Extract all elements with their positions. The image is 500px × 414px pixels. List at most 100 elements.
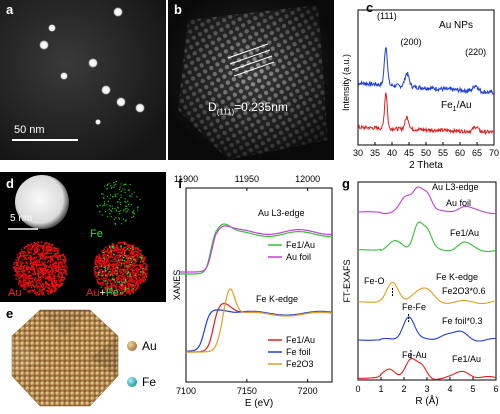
map-pixel <box>126 255 129 257</box>
map-pixel <box>45 271 47 273</box>
map-pixel <box>40 241 43 243</box>
map-pixel <box>103 197 105 199</box>
map-pixel <box>102 193 104 195</box>
peak-label: (200) <box>400 37 421 47</box>
map-pixel <box>39 254 41 256</box>
map-pixel <box>112 256 114 258</box>
map-pixel <box>27 263 29 265</box>
map-pixel <box>27 268 29 271</box>
map-pixel <box>107 249 109 252</box>
map-pixel <box>52 282 54 284</box>
map-pixel <box>106 264 108 267</box>
map-pixel <box>42 283 44 286</box>
map-pixel <box>101 251 104 254</box>
map-pixel <box>132 269 135 271</box>
map-pixel <box>128 203 130 205</box>
map-pixel <box>55 253 57 256</box>
map-pixel <box>32 245 34 247</box>
map-pixel <box>143 260 145 263</box>
map-pixel <box>119 218 121 220</box>
map-pixel <box>35 265 38 267</box>
map-pixel <box>65 269 67 271</box>
map-pixel <box>120 183 122 185</box>
map-pixel <box>21 248 23 251</box>
map-pixel <box>40 291 42 293</box>
map-pixel <box>40 270 42 272</box>
map-pixel <box>135 268 138 271</box>
peak-label: (220) <box>465 47 486 57</box>
map-pixel <box>47 256 49 258</box>
map-pixel <box>117 249 119 251</box>
map-pixel <box>110 250 112 252</box>
map-pixel <box>33 249 36 251</box>
map-pixel <box>137 271 139 273</box>
panel-c: c 30 35 40 45 50 55 60 65 70 2 Theta Intensity (a.… <box>336 0 500 171</box>
map-pixel <box>118 241 121 244</box>
map-pixel <box>61 266 64 268</box>
map-pixel <box>116 270 118 272</box>
map-pixel <box>48 269 51 272</box>
map-pixel <box>38 260 40 262</box>
map-pixel <box>115 259 117 261</box>
map-pixel <box>51 272 54 275</box>
map-pixel <box>109 213 111 215</box>
map-pixel <box>140 256 142 258</box>
map-pixel <box>109 205 111 207</box>
map-pixel <box>131 247 134 250</box>
map-pixel <box>31 281 33 283</box>
map-pixel <box>57 250 59 252</box>
map-pixel <box>31 267 33 270</box>
map-pixel <box>59 276 61 279</box>
map-pixel <box>48 280 50 282</box>
panel-label: e <box>6 306 14 321</box>
map-pixel <box>45 247 48 249</box>
map-pixel <box>15 261 18 264</box>
map-pixel <box>135 250 137 252</box>
map-pixel <box>103 203 106 205</box>
map-pixel <box>107 263 110 266</box>
map-pixel <box>103 277 105 279</box>
map-pixel <box>16 269 18 272</box>
map-pixel <box>37 246 40 248</box>
map-pixel <box>19 254 22 256</box>
map-pixel <box>45 277 48 280</box>
map-pixel <box>31 272 34 275</box>
map-pixel <box>22 280 25 282</box>
map-pixel <box>120 264 122 267</box>
map-pixel <box>125 285 127 288</box>
map-pixel <box>46 272 48 274</box>
map-pixel <box>37 269 39 271</box>
map-pixel <box>144 262 146 264</box>
map-pixel <box>112 279 114 281</box>
map-pixel <box>63 278 66 280</box>
map-pixel <box>44 272 46 275</box>
map-pixel <box>52 290 54 292</box>
map-pixel <box>106 184 108 186</box>
nanoparticle-model <box>11 309 137 407</box>
map-pixel <box>115 277 118 279</box>
map-pixel <box>49 255 52 257</box>
map-pixel <box>96 205 98 207</box>
map-pixel <box>104 263 107 265</box>
x-tick-label: 30 <box>353 148 363 158</box>
map-pixel <box>24 284 26 286</box>
map-pixel <box>61 265 63 267</box>
map-pixel <box>130 244 132 246</box>
map-pixel <box>120 190 122 192</box>
map-pixel <box>54 277 56 280</box>
map-pixel <box>139 261 142 263</box>
map-pixel <box>52 244 54 246</box>
map-pixel <box>54 256 56 258</box>
fe-map-label: Fe <box>90 228 103 240</box>
map-pixel <box>106 273 109 275</box>
scale-bar-label: 50 nm <box>14 124 45 136</box>
map-pixel <box>49 273 51 276</box>
series-fe-fe1-au <box>358 357 497 380</box>
map-pixel <box>105 210 107 213</box>
map-pixel <box>140 259 143 262</box>
map-pixel <box>121 258 123 261</box>
map-pixel <box>53 281 55 283</box>
map-pixel <box>25 288 27 290</box>
map-pixel <box>16 256 18 259</box>
map-pixel <box>131 279 133 282</box>
